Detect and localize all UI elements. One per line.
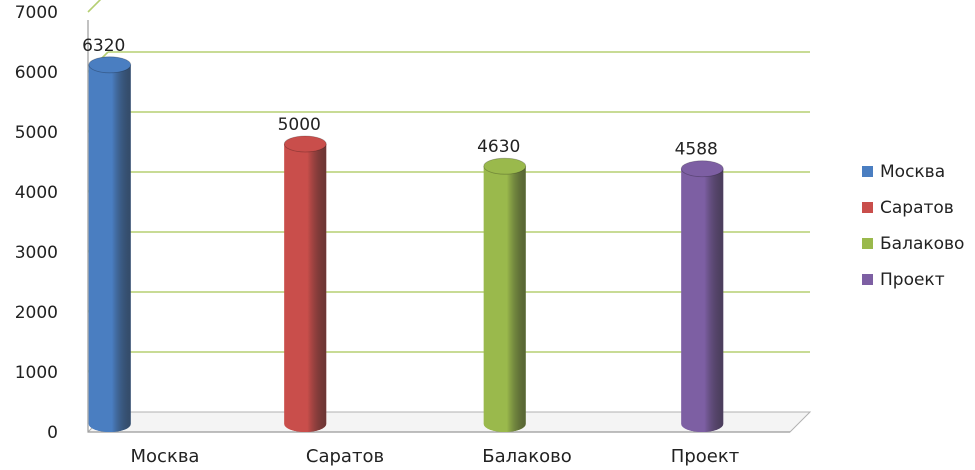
data-label: 6320 (82, 36, 125, 56)
legend-item: Балаково (862, 234, 964, 254)
legend-item: Москва (862, 162, 945, 182)
x-tick-label: Саратов (306, 446, 384, 467)
y-tick-label: 1000 (15, 363, 58, 383)
bar (88, 56, 132, 433)
y-tick-label: 6000 (15, 63, 58, 83)
y-axis-ticks: 0 1000 2000 3000 4000 5000 6000 7000 (15, 3, 58, 443)
legend: Москва Саратов Балаково Проект (862, 162, 964, 290)
y-tick-label: 2000 (15, 303, 58, 323)
data-label: 4630 (477, 137, 520, 157)
data-labels: 6320 5000 4630 4588 (82, 36, 718, 160)
y-tick-label: 3000 (15, 243, 58, 263)
bar (680, 160, 724, 432)
legend-swatch (862, 202, 873, 213)
legend-swatch (862, 166, 873, 177)
y-tick-label: 0 (47, 423, 58, 443)
x-axis-ticks: Москва Саратов Балаково Проект (131, 446, 740, 467)
y-tick-label: 4000 (15, 183, 58, 203)
data-label: 5000 (278, 115, 321, 135)
y-tick-label: 7000 (15, 3, 58, 23)
gridline (87, 51, 810, 73)
legend-swatch (862, 274, 873, 285)
legend-label: Проект (880, 270, 945, 290)
bar (483, 157, 527, 432)
legend-item: Проект (862, 270, 945, 290)
gridline (87, 111, 810, 133)
legend-label: Балаково (880, 234, 964, 254)
data-label: 4588 (675, 140, 718, 160)
x-tick-label: Проект (671, 446, 739, 467)
legend-item: Саратов (862, 198, 954, 218)
legend-label: Саратов (880, 198, 954, 218)
legend-swatch (862, 238, 873, 249)
gridline (87, 0, 102, 13)
bars (88, 56, 724, 433)
x-tick-label: Москва (131, 446, 200, 467)
y-tick-label: 5000 (15, 123, 58, 143)
x-tick-label: Балаково (482, 446, 571, 467)
bar (283, 135, 327, 432)
legend-label: Москва (880, 162, 945, 182)
